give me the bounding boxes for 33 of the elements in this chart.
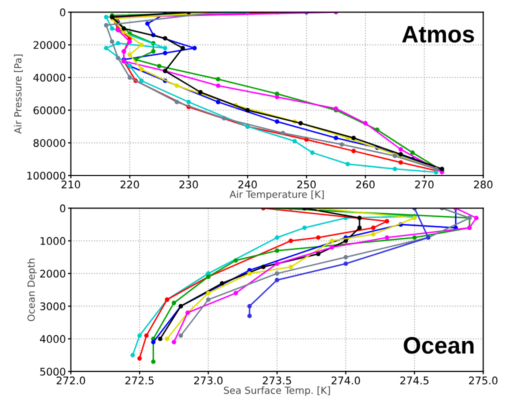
x-tick-label: 272.0: [56, 376, 86, 384]
y-tick-label: 2000: [40, 270, 66, 278]
y-tick-label: 5000: [40, 368, 66, 376]
y-axis-title: Air Pressure [Pa]: [14, 54, 23, 134]
x-axis-title: Sea Surface Temp. [K]: [224, 386, 330, 396]
x-tick-label: 220: [120, 180, 139, 188]
x-tick-label: 275.0: [469, 376, 498, 384]
x-tick-label: 274.5: [400, 376, 428, 384]
x-tick-label: 273.5: [262, 376, 292, 384]
x-axis-title: Air Temperature [K]: [230, 190, 324, 200]
y-tick-label: 40000: [33, 74, 66, 82]
text: Ocean: [404, 337, 474, 354]
x-tick-label: 210: [62, 180, 80, 188]
x-tick-label: 273.0: [194, 376, 223, 384]
x-tick-label: 272.5: [125, 376, 154, 384]
x-tick-label: 280: [474, 180, 492, 188]
y-tick-label: 80000: [34, 139, 66, 147]
x-tick-label: 240: [238, 180, 257, 188]
chart-title: Atmos: [402, 26, 474, 43]
y-tick-label: 1000: [40, 237, 66, 245]
y-tick-label: 20000: [34, 41, 66, 49]
x-tick-label: 250: [297, 180, 316, 188]
x-tick-label: 274.0: [332, 376, 360, 384]
y-axis-title: Ocean Depth: [27, 258, 37, 322]
y-tick-label: 100000: [27, 172, 66, 180]
x-tick-label: 270: [415, 180, 434, 188]
y-tick-label: 0: [60, 8, 66, 16]
y-tick-label: 4000: [40, 335, 66, 343]
x-tick-label: 230: [179, 180, 198, 188]
y-tick-label: 3000: [40, 302, 66, 310]
y-tick-label: 60000: [34, 106, 66, 114]
x-tick-label: 260: [356, 180, 375, 188]
y-tick-label: 0: [60, 204, 66, 212]
